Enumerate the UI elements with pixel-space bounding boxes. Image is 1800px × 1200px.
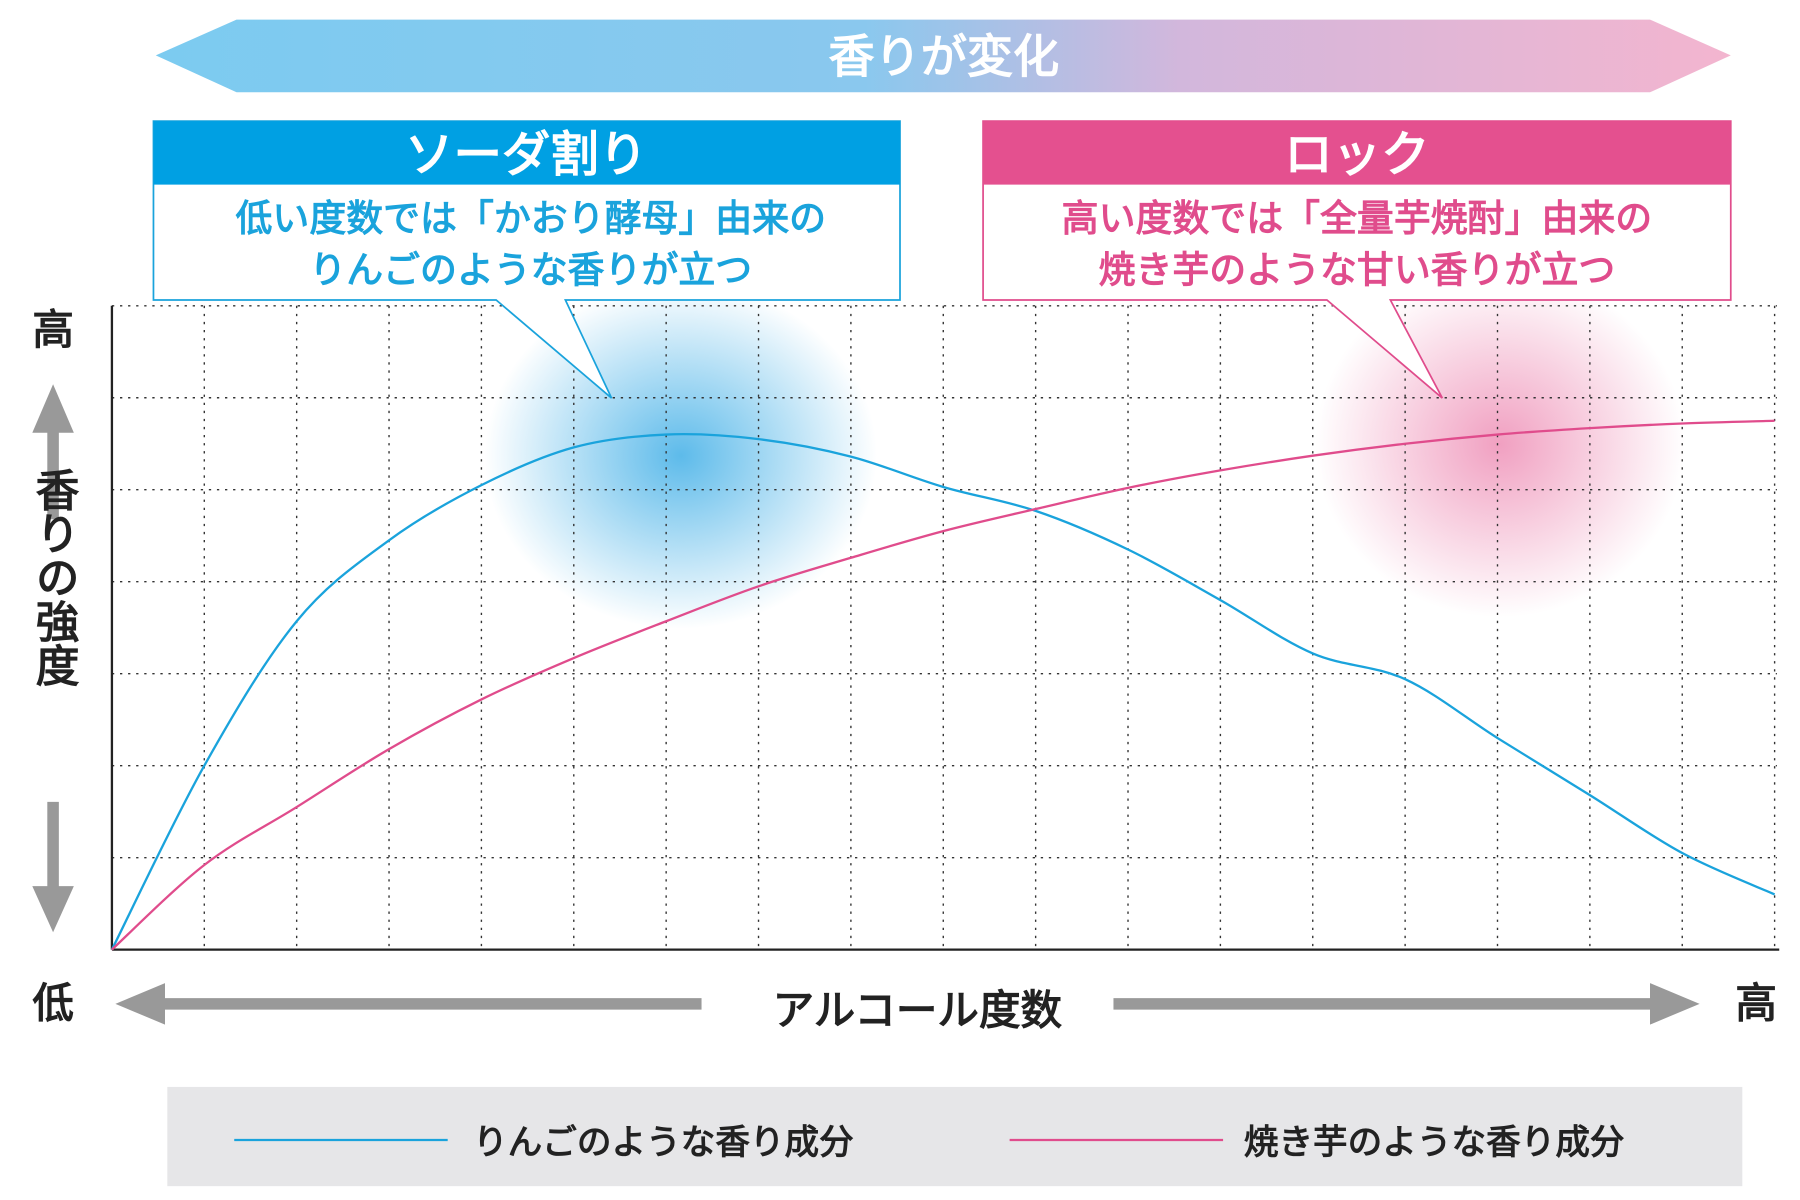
- legend-label-sweet-potato: 焼き芋のような香り成分: [1244, 1123, 1625, 1163]
- callout-rock-line2: 焼き芋のような甘い香りが立つ: [1099, 249, 1616, 292]
- legend: りんごのような香り成分 焼き芋のような香り成分: [167, 1086, 1743, 1187]
- x-high-label: 高: [1735, 979, 1777, 1028]
- y-arrow-up: [32, 384, 74, 520]
- legend-label-apple: りんごのような香り成分: [473, 1123, 854, 1163]
- callout-rock-title: ロック: [1284, 127, 1429, 183]
- x-axis-label: アルコール度数: [773, 986, 1063, 1035]
- banner-label: 香りが変化: [828, 30, 1059, 84]
- banner-arrow: [155, 19, 1731, 93]
- callout-rock: ロック 高い度数では「全量芋焼酎」由来の 焼き芋のような甘い香りが立つ: [982, 120, 1732, 399]
- callout-soda-line1: 低い度数では「かおり酵母」由来の: [236, 197, 827, 240]
- series-line-sweet-potato: [111, 419, 1775, 951]
- x-arrow-left: [115, 983, 702, 1025]
- y-high-label: 高: [32, 305, 74, 354]
- y-arrow-down: [32, 801, 74, 933]
- callout-soda-title: ソーダ割り: [405, 127, 647, 183]
- x-arrow-right: [1113, 983, 1700, 1025]
- callout-soda: ソーダ割り 低い度数では「かおり酵母」由来の りんごのような香りが立つ: [152, 120, 901, 399]
- x-low-label: 低: [32, 979, 74, 1028]
- y-axis-label: 香りの強度: [28, 467, 80, 687]
- callout-soda-line2: りんごのような香りが立つ: [309, 249, 752, 292]
- callout-rock-line1: 高い度数では「全量芋焼酎」由来の: [1062, 197, 1653, 240]
- grid: [111, 305, 1777, 950]
- series-line-apple: [110, 432, 1776, 951]
